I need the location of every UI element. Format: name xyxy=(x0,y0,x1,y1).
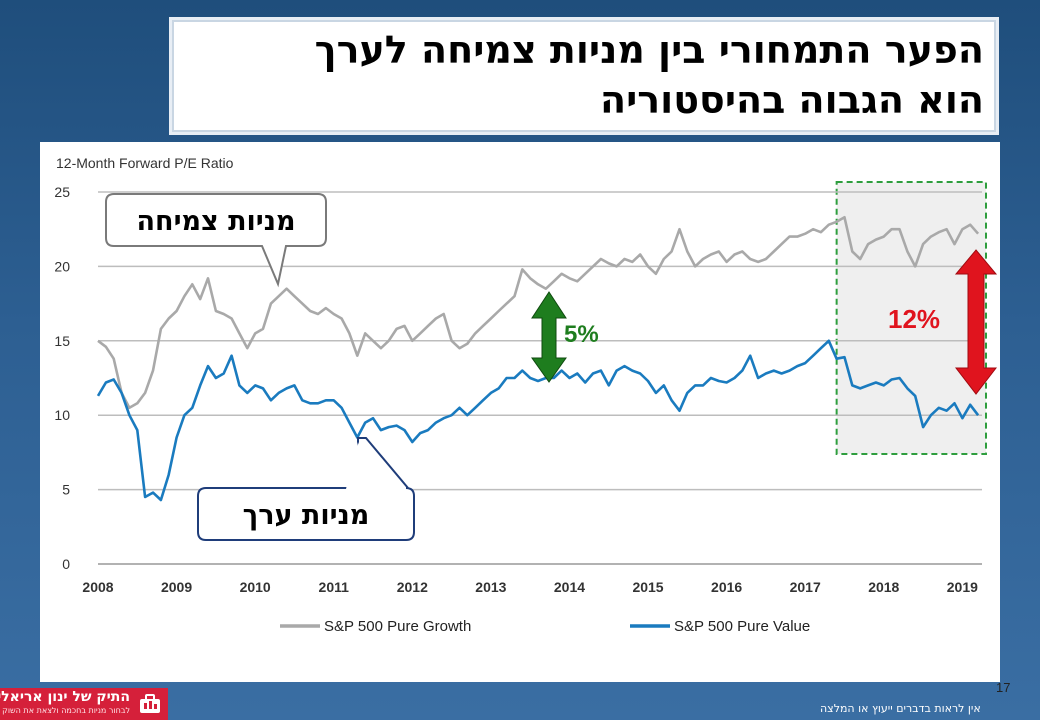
growth-callout-label: מניות צמיחה xyxy=(136,206,295,237)
highlight-period-box xyxy=(835,181,987,455)
logo-tagline: לבחור מניות בחכמה ולצאת את השוק xyxy=(2,706,130,715)
brand-logo: התיק של ינון אריאלי לבחור מניות בחכמה ול… xyxy=(0,688,168,720)
gap-2013-arrow xyxy=(531,291,567,383)
briefcase-icon xyxy=(140,694,160,713)
gap-now-label: 12% xyxy=(888,304,940,334)
x-tick-label: 2015 xyxy=(632,579,663,595)
footer-disclaimer: אין לראות בדברים ייעוץ או המלצה xyxy=(820,702,981,715)
legend-label: S&P 500 Pure Growth xyxy=(324,618,471,635)
y-tick-label: 15 xyxy=(54,333,70,349)
gap-now-arrow xyxy=(954,249,998,395)
chart-panel: 0 5 10 15 20 25 2008 2009 2010 2011 2012 2013 2014 20… xyxy=(40,142,1000,682)
x-tick-label: 2019 xyxy=(947,579,978,595)
y-tick-label: 20 xyxy=(54,258,70,274)
x-tick-label: 2010 xyxy=(240,579,271,595)
x-tick-label: 2014 xyxy=(554,579,585,595)
logo-name: התיק של ינון אריאלי xyxy=(0,689,130,705)
pe-ratio-chart: 0 5 10 15 20 25 2008 2009 2010 2011 2012 2013 2014 20… xyxy=(54,155,998,635)
y-tick-label: 0 xyxy=(62,556,70,572)
value-callout: מניות ערך xyxy=(197,437,415,541)
y-tick-label: 25 xyxy=(54,184,70,200)
x-tick-label: 2016 xyxy=(711,579,742,595)
value-callout-label: מניות ערך xyxy=(243,500,370,531)
x-tick-label: 2009 xyxy=(161,579,192,595)
x-tick-label: 2013 xyxy=(475,579,506,595)
title-box: הפער התמחורי בין מניות צמיחה לערך הוא הג… xyxy=(172,20,996,132)
slide-number: 17 xyxy=(996,680,1011,695)
y-tick-label: 10 xyxy=(54,407,70,423)
legend-label: S&P 500 Pure Value xyxy=(674,618,810,635)
y-tick-label: 5 xyxy=(62,482,70,498)
slide-title-line-2: הוא הגבוה בהיסטוריה xyxy=(599,78,984,122)
gap-2013-label: 5% xyxy=(564,321,599,348)
x-tick-label: 2017 xyxy=(790,579,821,595)
x-tick-label: 2011 xyxy=(319,579,350,595)
x-tick-label: 2012 xyxy=(397,579,428,595)
slide-title-line-1: הפער התמחורי בין מניות צמיחה לערך xyxy=(314,28,984,72)
growth-callout: מניות צמיחה xyxy=(105,193,327,288)
x-tick-label: 2018 xyxy=(868,579,899,595)
growth-series-line xyxy=(97,216,980,410)
x-tick-label: 2008 xyxy=(82,579,113,595)
value-series-line xyxy=(96,339,980,502)
y-axis-label: 12-Month Forward P/E Ratio xyxy=(56,155,234,171)
